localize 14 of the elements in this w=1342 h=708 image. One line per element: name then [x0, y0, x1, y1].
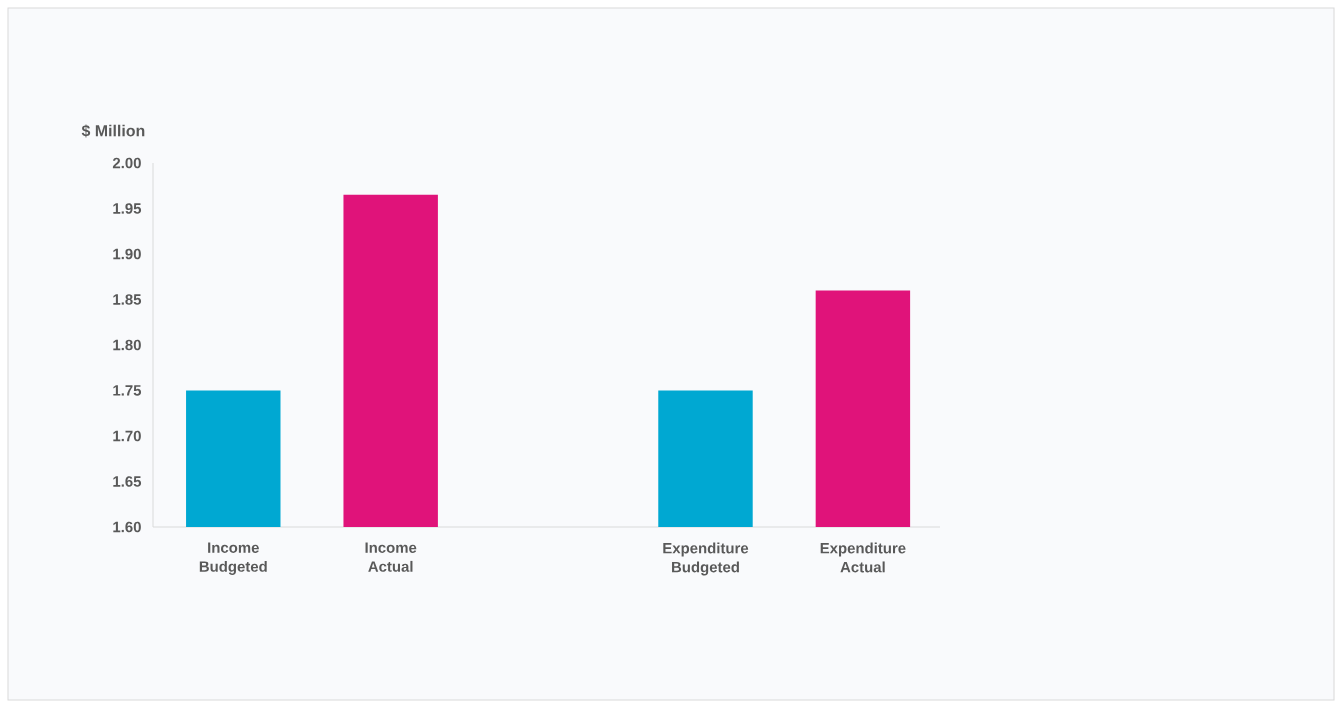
x-tick-label: Expenditure Budgeted [663, 542, 749, 576]
y-tick-label: 1.70 [113, 430, 141, 442]
y-tick-label: 1.75 [113, 385, 142, 396]
y-tick-label: 1.60 [113, 521, 141, 533]
y-tick-label: 1.65 [113, 476, 142, 487]
y-tick-label: 1.90 [113, 248, 141, 260]
y-axis-title: $ Million [81, 124, 145, 138]
x-tick-label: Income Actual [365, 542, 417, 572]
y-tick-label: 2.00 [112, 157, 141, 169]
y-tick-label: 1.95 [113, 203, 142, 214]
x-tick-label: Expenditure Actual [820, 542, 906, 573]
y-tick-label: 1.85 [113, 294, 142, 305]
x-tick-label: Income Budgeted [199, 542, 267, 575]
y-tick-label: 1.80 [113, 339, 141, 351]
